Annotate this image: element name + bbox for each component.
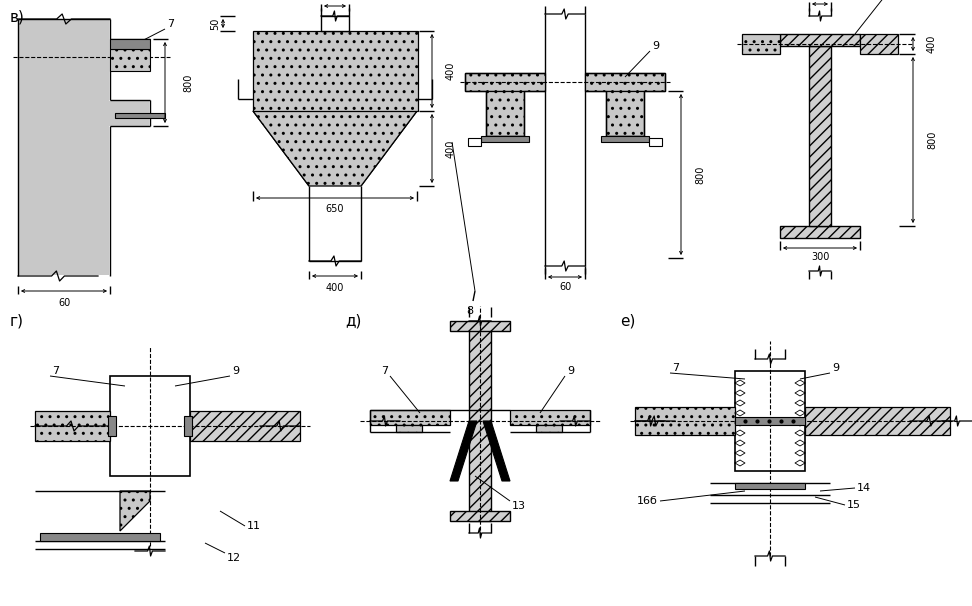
Text: 14: 14 <box>857 483 871 493</box>
Bar <box>321 16 349 31</box>
Bar <box>253 31 418 111</box>
Bar <box>450 321 510 331</box>
Bar <box>396 425 422 432</box>
Text: 15: 15 <box>847 500 861 510</box>
Bar <box>110 49 150 71</box>
Bar <box>110 39 150 49</box>
Bar <box>536 425 562 432</box>
Text: 800: 800 <box>695 165 705 184</box>
Text: 400: 400 <box>326 283 344 293</box>
Bar <box>184 416 192 436</box>
Bar <box>860 34 898 54</box>
Bar <box>450 511 510 521</box>
Bar <box>486 91 524 136</box>
Text: 7: 7 <box>381 366 388 376</box>
Text: 8: 8 <box>467 306 473 316</box>
Bar <box>468 138 481 146</box>
Bar <box>735 417 805 425</box>
Polygon shape <box>483 421 510 481</box>
Text: г): г) <box>10 313 24 328</box>
Text: 800: 800 <box>927 131 937 149</box>
Text: 60: 60 <box>559 282 572 292</box>
Text: 400: 400 <box>446 139 456 158</box>
Text: 7: 7 <box>672 363 679 373</box>
Bar <box>510 410 590 425</box>
Bar <box>606 91 644 136</box>
Bar <box>635 407 735 435</box>
Text: 9: 9 <box>232 366 239 376</box>
Polygon shape <box>253 111 417 186</box>
Bar <box>108 416 116 436</box>
Text: 400: 400 <box>446 62 456 80</box>
Bar <box>735 483 805 489</box>
Bar <box>370 410 450 425</box>
Text: 7: 7 <box>52 366 59 376</box>
Bar <box>190 411 300 441</box>
Text: 11: 11 <box>247 521 261 531</box>
Bar <box>735 371 805 471</box>
Text: д): д) <box>345 313 362 328</box>
Text: 800: 800 <box>183 73 193 92</box>
Bar <box>585 73 665 91</box>
Bar <box>115 113 165 118</box>
Text: в): в) <box>10 9 25 24</box>
Bar <box>649 138 662 146</box>
Bar <box>35 411 110 441</box>
Bar <box>40 533 160 541</box>
Polygon shape <box>120 491 150 531</box>
Bar <box>465 73 545 91</box>
Text: 7: 7 <box>167 19 174 29</box>
Text: 16б: 16б <box>637 496 658 506</box>
Text: 9: 9 <box>652 41 659 51</box>
Polygon shape <box>19 20 149 275</box>
Bar <box>111 377 189 475</box>
Text: 300: 300 <box>811 252 829 262</box>
Bar <box>481 136 529 142</box>
Bar <box>742 34 780 54</box>
Text: 650: 650 <box>326 204 344 214</box>
Bar <box>780 226 860 238</box>
Bar <box>805 407 950 435</box>
Text: 50: 50 <box>210 18 220 30</box>
Bar <box>601 136 649 142</box>
Polygon shape <box>450 421 477 481</box>
Bar <box>780 34 860 46</box>
Text: 50: 50 <box>329 0 341 2</box>
Text: 400: 400 <box>927 35 937 53</box>
Text: е): е) <box>620 313 636 328</box>
Text: 12: 12 <box>227 553 241 563</box>
Bar <box>110 376 190 476</box>
Bar <box>469 321 491 521</box>
Bar <box>809 46 831 226</box>
Text: 13: 13 <box>512 501 526 511</box>
Text: 60: 60 <box>58 298 70 308</box>
Text: 9: 9 <box>832 363 839 373</box>
Text: 9: 9 <box>567 366 574 376</box>
